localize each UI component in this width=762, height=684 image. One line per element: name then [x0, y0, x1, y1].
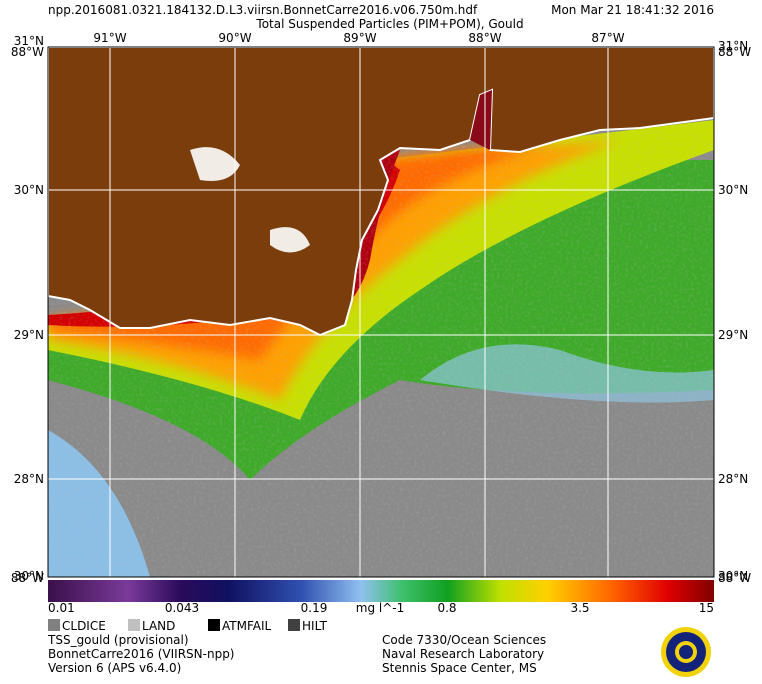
corner-label: 31°N — [14, 34, 44, 48]
corner-label: 88°W — [718, 45, 751, 59]
legend-swatch — [128, 619, 140, 631]
navy-logo — [661, 627, 711, 677]
footer-left-line: Version 6 (APS v6.4.0) — [48, 661, 181, 675]
latitude-label: 30°N — [14, 183, 44, 197]
corner-label: 30°N — [14, 569, 44, 583]
latitude-label: 29°N — [14, 328, 44, 342]
colorbar-label: 15 — [699, 601, 714, 615]
map-title: Total Suspended Particles (PIM+POM), Gou… — [255, 17, 523, 31]
filename: npp.2016081.0321.184132.D.L3.viirsn.Bonn… — [48, 3, 478, 17]
legend-label: CLDICE — [62, 619, 106, 633]
colorbar-label: 3.5 — [570, 601, 589, 615]
map-frame — [47, 46, 715, 578]
colorbar-label: 0.043 — [165, 601, 199, 615]
footer-right-line: Naval Research Laboratory — [382, 647, 544, 661]
longitude-label: 89°W — [343, 31, 376, 45]
longitude-label: 90°W — [218, 31, 251, 45]
colorbar-units: mg l^-1 — [356, 601, 404, 615]
graticule — [48, 47, 714, 577]
legend-swatch — [208, 619, 220, 631]
footer-left-line: TSS_gould (provisional) — [47, 633, 189, 647]
latitude-label: 30°N — [718, 183, 748, 197]
footer-right-line: Stennis Space Center, MS — [382, 661, 537, 675]
legend-swatch — [48, 619, 60, 631]
colorbar — [48, 580, 714, 602]
datetime: Mon Mar 21 18:41:32 2016 — [551, 3, 714, 17]
colorbar-label: 0.19 — [301, 601, 328, 615]
latitude-label: 28°N — [718, 472, 748, 486]
footer-left-line: BonnetCarre2016 (VIIRSN-npp) — [48, 647, 235, 661]
longitude-label: 88°W — [468, 31, 501, 45]
corner-label: 30°N — [718, 569, 748, 583]
corner-label: 88°W — [718, 571, 751, 585]
footer-right-line: Code 7330/Ocean Sciences — [382, 633, 546, 647]
corner-label: 31°N — [718, 39, 748, 53]
colorbar-label: 0.01 — [48, 601, 75, 615]
longitude-label: 91°W — [93, 31, 126, 45]
legend-swatch — [288, 619, 300, 631]
latitude-label: 29°N — [718, 328, 748, 342]
longitude-label: 87°W — [591, 31, 624, 45]
colorbar-label: 0.8 — [437, 601, 456, 615]
map-image — [48, 47, 714, 577]
legend-label: ATMFAIL — [222, 619, 272, 633]
legend-label: LAND — [142, 619, 175, 633]
latitude-label: 28°N — [14, 472, 44, 486]
corner-label: 88°W — [11, 45, 44, 59]
legend-label: HILT — [302, 619, 328, 633]
corner-label: 88°W — [11, 571, 44, 585]
